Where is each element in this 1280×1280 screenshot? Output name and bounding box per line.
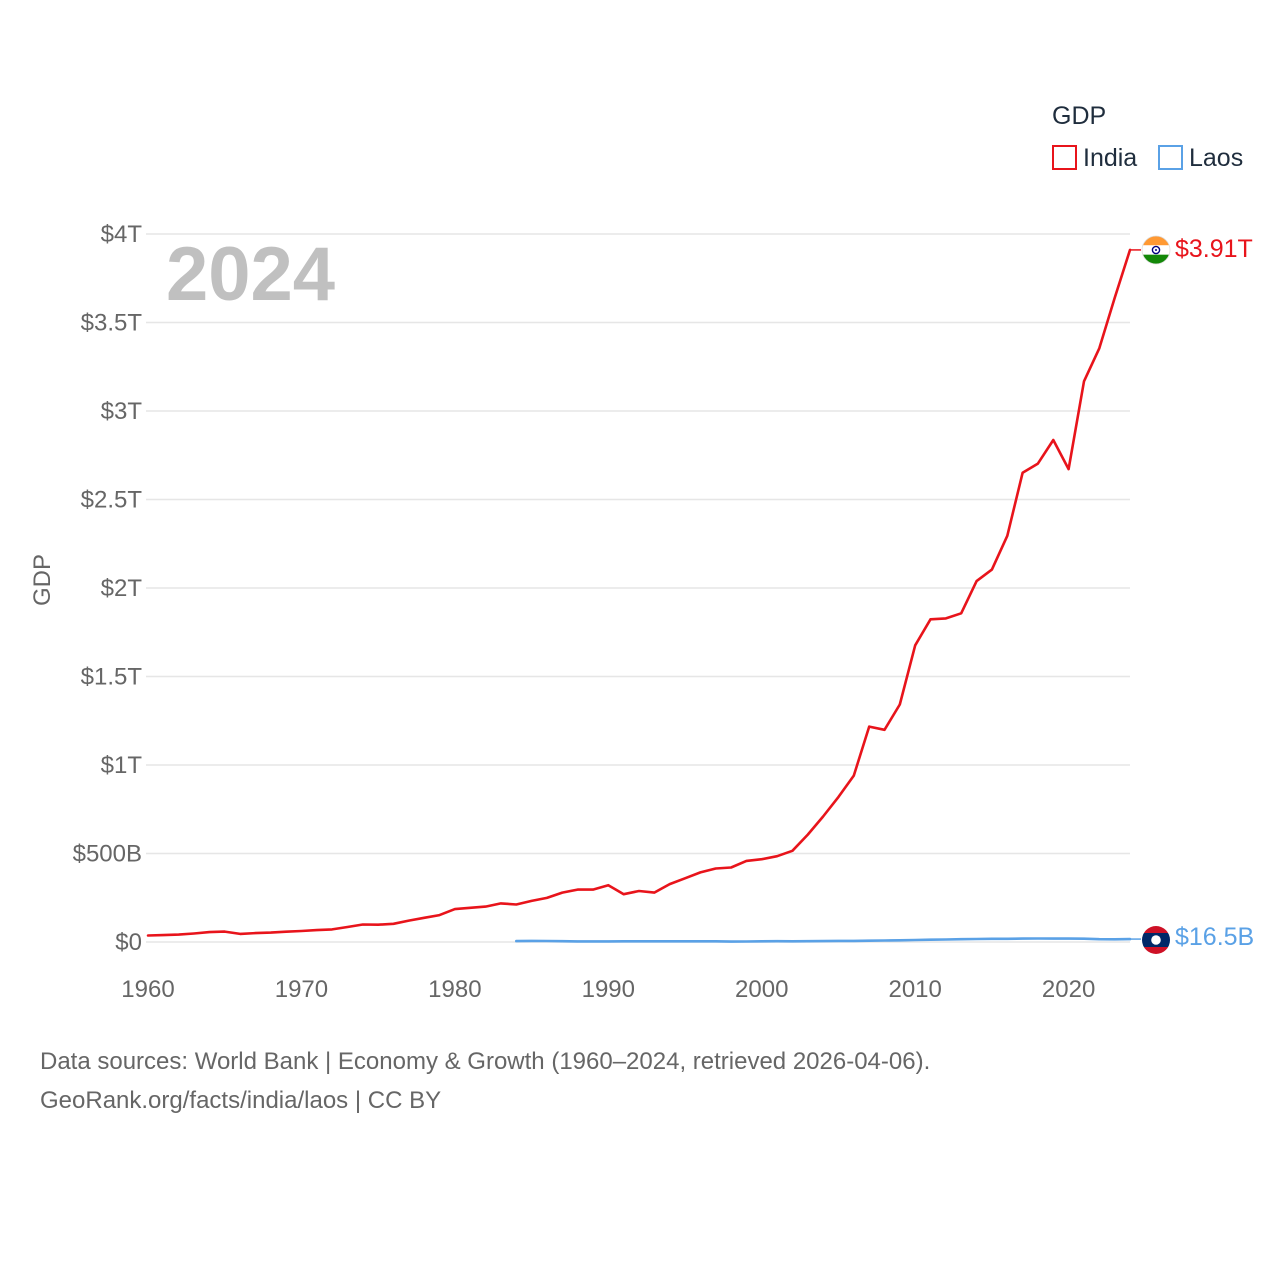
series-line-india xyxy=(146,248,1132,937)
source-note: Data sources: World Bank | Economy & Gro… xyxy=(40,1042,1240,1120)
laos-end-label: $16.5B xyxy=(1175,923,1254,951)
y-tick-label: $500B xyxy=(73,841,142,868)
y-tick-label: $1.5T xyxy=(81,664,143,691)
legend-item-india[interactable]: India xyxy=(1052,144,1137,172)
y-axis-title: GDP xyxy=(29,554,56,606)
x-tick-label: 1970 xyxy=(275,976,328,1003)
y-axis: $0 $500B $1T $1.5T $2T $2.5T $3T $3.5T $4T xyxy=(73,221,143,956)
x-tick-label: 1990 xyxy=(582,976,635,1003)
series-line-laos xyxy=(514,937,1132,943)
legend: GDP India Laos xyxy=(1052,102,1243,172)
x-axis: 1960 1970 1980 1990 2000 2010 2020 xyxy=(121,976,1095,1003)
y-tick-label: $2.5T xyxy=(81,487,143,514)
y-tick-label: $2T xyxy=(101,575,143,602)
india-end-label: $3.91T xyxy=(1175,235,1253,263)
legend-swatch-india xyxy=(1052,145,1077,170)
source-line-link[interactable]: GeoRank.org/facts/india/laos | CC BY xyxy=(40,1087,442,1114)
laos-flag-icon xyxy=(1142,926,1170,954)
series-lines xyxy=(146,248,1141,943)
x-tick-label: 1960 xyxy=(121,976,174,1003)
gridlines xyxy=(146,233,1130,943)
x-tick-label: 2000 xyxy=(735,976,788,1003)
x-tick-label: 2010 xyxy=(888,976,941,1003)
india-flag-icon xyxy=(1141,235,1171,265)
legend-label-india: India xyxy=(1083,144,1137,172)
y-tick-label: $1T xyxy=(101,752,143,779)
y-tick-label: $3.5T xyxy=(81,310,143,337)
legend-item-laos[interactable]: Laos xyxy=(1158,144,1243,172)
source-line-data: Data sources: World Bank | Economy & Gro… xyxy=(40,1048,931,1075)
legend-label-laos: Laos xyxy=(1189,144,1243,172)
legend-title: GDP xyxy=(1052,102,1106,130)
y-tick-label: $3T xyxy=(101,398,143,425)
year-watermark: 2024 xyxy=(166,232,335,317)
x-tick-label: 1980 xyxy=(428,976,481,1003)
y-tick-label: $4T xyxy=(101,221,143,248)
x-tick-label: 2020 xyxy=(1042,976,1095,1003)
y-tick-label: $0 xyxy=(115,929,142,956)
legend-swatch-laos xyxy=(1158,145,1183,170)
